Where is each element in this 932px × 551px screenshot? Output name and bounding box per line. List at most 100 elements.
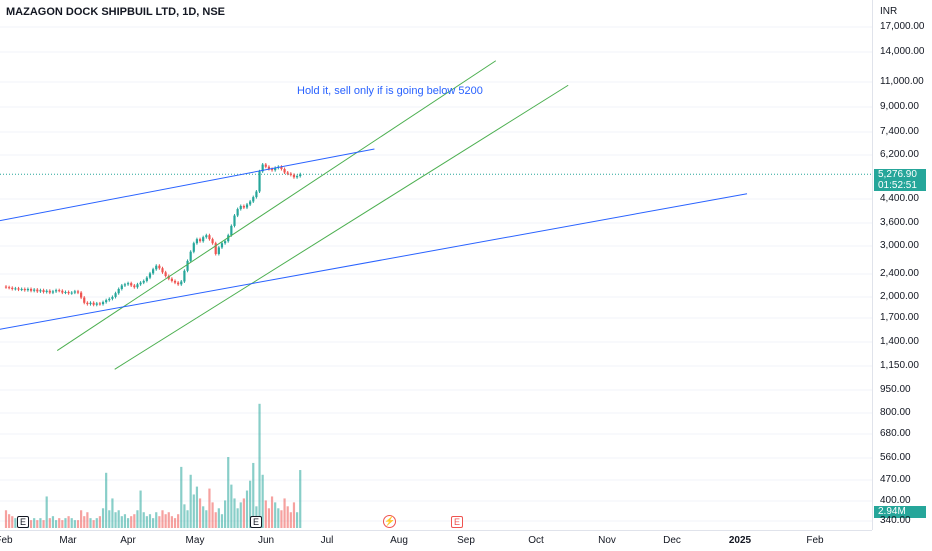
volume-bar: [33, 518, 36, 528]
volume-bar: [117, 510, 120, 528]
volume-bar: [252, 462, 255, 528]
candle: [73, 291, 76, 293]
volume-bar: [161, 510, 164, 528]
time-tick-label: Oct: [528, 535, 544, 546]
candle: [92, 302, 95, 305]
price-scale[interactable]: [872, 0, 932, 530]
price-tick-label: 3,000.00: [880, 240, 919, 251]
volume-bar: [280, 510, 283, 528]
price-tick-label: 3,600.00: [880, 217, 919, 228]
candle: [42, 290, 45, 292]
candle: [86, 302, 89, 305]
volume-bar: [299, 470, 302, 528]
lightning-icon[interactable]: ⚡: [383, 515, 396, 528]
volume-bar: [4, 510, 8, 528]
candle: [123, 284, 127, 286]
candle: [145, 277, 148, 281]
candle: [242, 205, 245, 208]
candle: [98, 303, 101, 305]
candle: [299, 174, 302, 177]
candle: [148, 273, 152, 278]
candle: [51, 291, 55, 293]
volume-bar: [180, 466, 183, 528]
volume-bar: [98, 516, 101, 528]
chart-annotation[interactable]: Hold it, sell only if is going below 520…: [297, 85, 483, 97]
candle: [155, 265, 158, 270]
candle: [180, 281, 183, 285]
candle: [14, 288, 17, 290]
symbol-title[interactable]: MAZAGON DOCK SHIPBUIL LTD, 1D, NSE: [6, 6, 225, 18]
price-tick-label: 340.00: [880, 515, 911, 526]
volume-bar: [92, 520, 95, 528]
price-tick-label: 2,000.00: [880, 291, 919, 302]
candle: [101, 302, 105, 305]
volume-bar: [133, 514, 136, 528]
price-tick-label: 9,000.00: [880, 101, 919, 112]
candle: [183, 270, 186, 282]
volume-bar: [36, 520, 39, 528]
volume-bar: [183, 504, 186, 528]
candle: [11, 287, 14, 289]
earnings-event-icon[interactable]: E: [451, 516, 463, 528]
volume-bar: [8, 514, 11, 528]
volume-bar: [145, 516, 148, 528]
price-tick-label: 400.00: [880, 495, 911, 506]
price-chart[interactable]: [0, 0, 872, 530]
candle: [114, 293, 117, 297]
volume-bar: [270, 496, 274, 528]
candle: [139, 282, 142, 285]
candle: [236, 209, 239, 216]
candle: [198, 239, 202, 242]
candle: [170, 278, 173, 281]
volume-bar: [205, 510, 208, 528]
candle: [233, 215, 236, 226]
candle: [283, 169, 286, 173]
volume-bar: [258, 403, 261, 528]
volume-bar: [192, 494, 195, 528]
price-tick-label: 17,000.00: [880, 21, 925, 32]
volume-bar: [48, 518, 51, 528]
price-tick-label: 560.00: [880, 452, 911, 463]
price-tick-label: 800.00: [880, 407, 911, 418]
volume-bar: [61, 520, 64, 528]
candle: [120, 285, 123, 289]
candle: [202, 237, 205, 242]
candle: [286, 172, 289, 174]
candle: [224, 241, 227, 244]
candle: [26, 288, 30, 291]
volume-tag: 2.94M: [874, 506, 926, 518]
volume-bar: [292, 502, 296, 528]
volume-bar: [95, 518, 98, 528]
price-tick-label: 1,150.00: [880, 360, 919, 371]
price-tick-label: 1,700.00: [880, 312, 919, 323]
candle: [133, 285, 136, 288]
price-tick-label: 11,000.00: [880, 76, 924, 87]
time-scale[interactable]: [0, 530, 872, 551]
volume-bar: [83, 516, 86, 528]
chart-area[interactable]: [0, 0, 872, 530]
candle: [192, 243, 195, 252]
volume-bar: [51, 516, 55, 528]
candle: [33, 289, 36, 291]
price-tick-label: 7,400.00: [880, 126, 919, 137]
volume-bar: [29, 520, 33, 528]
volume-bar: [211, 502, 214, 528]
volume-bar: [126, 518, 130, 528]
candle: [67, 291, 70, 294]
earnings-event-icon[interactable]: E: [250, 516, 262, 528]
candle: [105, 300, 108, 303]
volume-bar: [267, 508, 271, 528]
volume-bar: [195, 486, 199, 528]
volume-bar: [67, 516, 70, 528]
earnings-event-icon[interactable]: E: [17, 516, 29, 528]
time-tick-label: Feb: [806, 535, 824, 546]
price-tick-label: 470.00: [880, 474, 911, 485]
candle: [195, 239, 199, 244]
volume-bar: [220, 514, 224, 528]
candle: [258, 171, 261, 192]
volume-bar: [101, 508, 105, 528]
candle: [161, 268, 164, 273]
candle: [252, 197, 255, 202]
volume-bar: [148, 514, 152, 528]
candle: [70, 292, 73, 294]
